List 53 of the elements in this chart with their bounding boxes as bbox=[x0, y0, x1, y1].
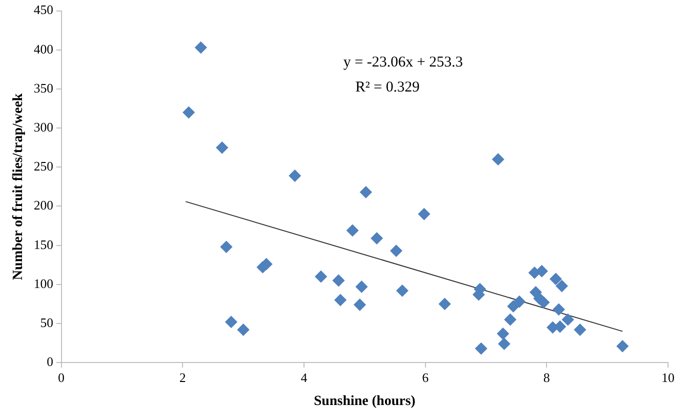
point bbox=[194, 42, 207, 54]
point bbox=[390, 244, 402, 257]
y-axis-title: Number of fruit flies/trap/week bbox=[11, 93, 26, 280]
y-tick-label: 300 bbox=[34, 119, 54, 134]
point bbox=[550, 272, 562, 285]
point bbox=[556, 280, 568, 292]
y-tick-label: 0 bbox=[46, 354, 54, 370]
point bbox=[370, 232, 383, 244]
point bbox=[562, 314, 574, 326]
point bbox=[354, 298, 366, 311]
point bbox=[360, 186, 372, 198]
annotation: y = -23.06x + 253.3 bbox=[343, 54, 463, 71]
x-tick-label: 6 bbox=[422, 370, 430, 385]
point bbox=[507, 300, 520, 312]
point bbox=[616, 340, 628, 352]
y-tick-label: 150 bbox=[34, 236, 54, 252]
x-tick-label: 2 bbox=[179, 370, 186, 385]
point bbox=[334, 294, 346, 306]
x-tick-label: 4 bbox=[300, 370, 308, 385]
y-tick-label: 200 bbox=[34, 198, 54, 213]
point bbox=[513, 296, 526, 308]
annotation: R² = 0.329 bbox=[355, 80, 420, 96]
point bbox=[225, 316, 238, 328]
y-tick-label: 350 bbox=[34, 80, 54, 96]
x-axis-title: Sunshine (hours) bbox=[314, 394, 416, 410]
point bbox=[492, 153, 504, 166]
point bbox=[498, 338, 510, 350]
point bbox=[438, 298, 451, 310]
point bbox=[332, 274, 345, 287]
point bbox=[418, 208, 430, 220]
point bbox=[216, 142, 228, 154]
point bbox=[356, 280, 368, 293]
point bbox=[346, 224, 359, 236]
y-tick-label: 450 bbox=[34, 2, 54, 18]
point bbox=[496, 328, 509, 340]
point bbox=[475, 342, 488, 355]
point bbox=[396, 284, 408, 297]
y-tick-label: 50 bbox=[40, 314, 54, 330]
x-tick-label: 8 bbox=[543, 370, 550, 385]
point bbox=[237, 324, 250, 336]
point bbox=[574, 324, 586, 336]
point bbox=[182, 106, 195, 118]
point bbox=[504, 314, 516, 326]
point bbox=[552, 303, 565, 316]
point bbox=[220, 240, 232, 253]
x-tick-label: 0 bbox=[58, 370, 65, 385]
y-tick-label: 250 bbox=[34, 158, 54, 174]
y-tick-label: 400 bbox=[34, 41, 54, 56]
x-tick-label: 10 bbox=[662, 370, 674, 385]
point bbox=[288, 170, 301, 182]
y-tick-label: 100 bbox=[34, 276, 54, 291]
point bbox=[536, 265, 548, 278]
point bbox=[314, 270, 327, 283]
